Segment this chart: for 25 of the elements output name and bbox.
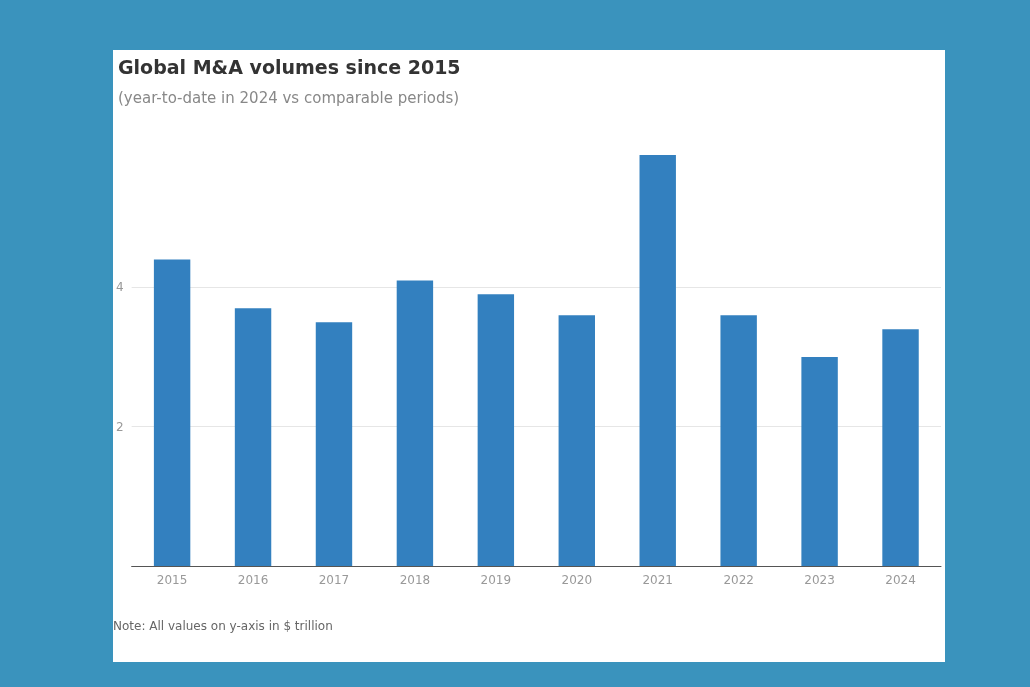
x-tick-label: 2018 bbox=[399, 573, 431, 587]
x-tick-label: 2017 bbox=[318, 573, 350, 587]
bar bbox=[396, 280, 434, 566]
chart-subtitle: (year-to-date in 2024 vs comparable periods) bbox=[118, 88, 460, 107]
y-tick-label: 4 bbox=[115, 280, 124, 295]
x-tick-label: 2024 bbox=[885, 573, 916, 587]
text: Note: All values on y-axis in $ trillion bbox=[113, 619, 333, 633]
x-tick-label: 2015 bbox=[156, 573, 188, 587]
bar bbox=[882, 329, 919, 566]
bar bbox=[801, 357, 838, 566]
bar bbox=[720, 315, 757, 566]
bar bbox=[639, 155, 676, 566]
bar bbox=[477, 294, 515, 566]
bar bbox=[315, 322, 353, 566]
x-tick-label: 2019 bbox=[480, 573, 512, 587]
x-tick-label: 2020 bbox=[561, 573, 593, 587]
y-tick-label: 2 bbox=[115, 419, 124, 434]
x-tick-label: 2016 bbox=[237, 573, 269, 587]
bar bbox=[234, 308, 272, 566]
chart-title: Global M&A volumes since 2015 bbox=[118, 55, 461, 78]
x-tick-label: 2023 bbox=[804, 573, 835, 587]
bar bbox=[153, 259, 191, 566]
x-tick-label: 2022 bbox=[723, 573, 754, 587]
bar bbox=[558, 315, 595, 566]
x-tick-label: 2021 bbox=[642, 573, 673, 587]
